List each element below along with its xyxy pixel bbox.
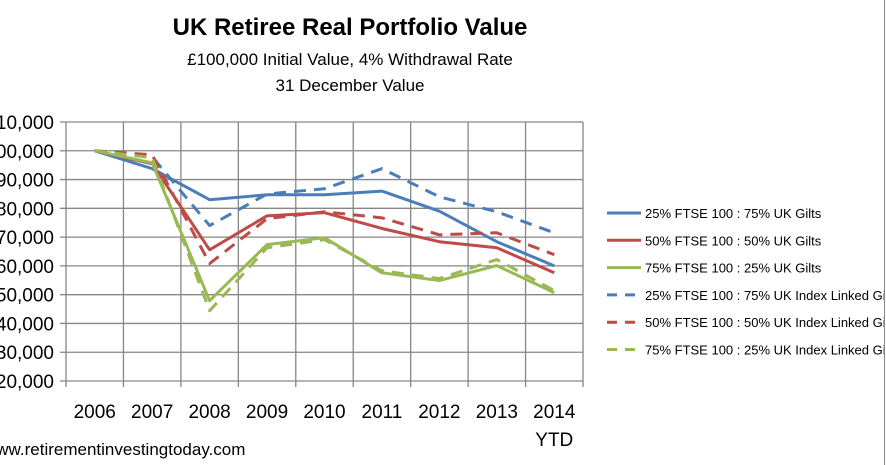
series-line bbox=[94, 149, 555, 235]
x-tick-label: 2008 bbox=[188, 402, 230, 423]
y-tick-label: 70,000 bbox=[0, 228, 54, 249]
x-tick-label: 2010 bbox=[303, 402, 345, 423]
series-line bbox=[94, 149, 555, 303]
y-tick-label: 40,000 bbox=[0, 314, 54, 335]
chart-subtitle: £100,000 Initial Value, 4% Withdrawal Ra… bbox=[187, 50, 513, 69]
x-tick-label: 2011 bbox=[362, 402, 403, 423]
y-tick-label: 60,000 bbox=[0, 257, 54, 278]
chart-title: UK Retiree Real Portfolio Value bbox=[172, 14, 528, 41]
x-tick-label: 2013 bbox=[476, 402, 518, 423]
x-tick-label: 2012 bbox=[418, 402, 460, 423]
legend-label: 25% FTSE 100 : 75% UK Gilts bbox=[645, 206, 822, 221]
y-tick-label: 100,000 bbox=[0, 142, 54, 163]
series-line bbox=[94, 149, 555, 266]
y-tick-label: 80,000 bbox=[0, 199, 54, 220]
x-tick-sublabel: YTD bbox=[535, 430, 573, 451]
legend-label: 25% FTSE 100 : 75% UK Index Linked Gilts bbox=[645, 288, 886, 303]
y-tick-label: 90,000 bbox=[0, 171, 54, 192]
y-tick-label: 110,000 bbox=[0, 113, 54, 134]
x-tick-label: 2007 bbox=[131, 402, 173, 423]
legend-label: 75% FTSE 100 : 25% UK Index Linked Gilts bbox=[645, 343, 886, 358]
legend-label: 50% FTSE 100 : 50% UK Index Linked Gilts bbox=[645, 315, 886, 330]
watermark: www.retirementinvestingtoday.com bbox=[0, 440, 246, 459]
x-tick-label: 2014 bbox=[533, 402, 576, 423]
x-tick-label: 2009 bbox=[246, 402, 288, 423]
y-tick-label: 50,000 bbox=[0, 286, 54, 307]
series-line bbox=[94, 149, 555, 313]
y-tick-label: 30,000 bbox=[0, 343, 54, 364]
x-tick-label: 2006 bbox=[74, 402, 116, 423]
chart-subtitle-2: 31 December Value bbox=[275, 76, 425, 95]
y-tick-label: 20,000 bbox=[0, 372, 54, 393]
legend-label: 50% FTSE 100 : 50% UK Gilts bbox=[645, 233, 822, 248]
legend-label: 75% FTSE 100 : 25% UK Gilts bbox=[645, 261, 822, 276]
chart-border bbox=[884, 0, 885, 465]
